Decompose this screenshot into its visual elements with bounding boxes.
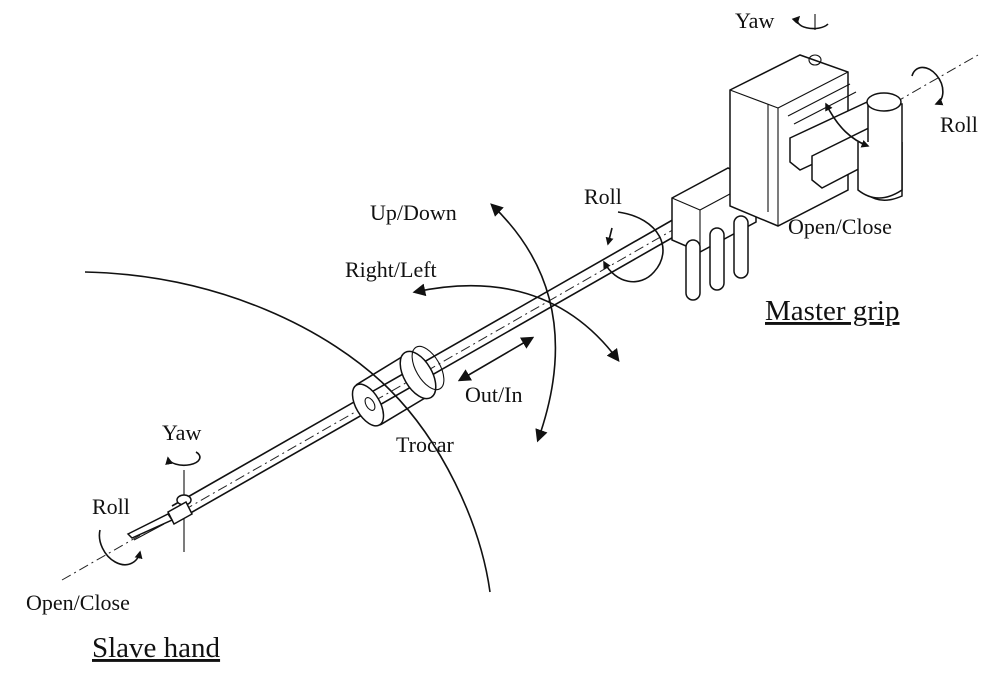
master-grip-assembly — [671, 54, 903, 301]
label-trocar: Trocar — [396, 432, 455, 457]
label-slave-yaw: Yaw — [162, 420, 201, 445]
label-right-left: Right/Left — [345, 257, 437, 282]
label-up-down: Up/Down — [370, 200, 457, 225]
label-master-roll: Roll — [940, 112, 978, 137]
label-master-grip: Master grip — [765, 295, 900, 327]
label-slave-hand: Slave hand — [92, 632, 221, 664]
motion-arrows — [98, 14, 944, 566]
label-master-open-close: Open/Close — [788, 214, 892, 239]
label-shaft-roll: Roll — [584, 184, 622, 209]
slave-hand-tip — [126, 470, 193, 552]
label-slave-roll: Roll — [92, 494, 130, 519]
label-slave-open-close: Open/Close — [26, 590, 130, 615]
label-out-in: Out/In — [465, 382, 522, 407]
label-master-yaw: Yaw — [735, 8, 774, 33]
trocar-cylinder — [351, 345, 445, 427]
